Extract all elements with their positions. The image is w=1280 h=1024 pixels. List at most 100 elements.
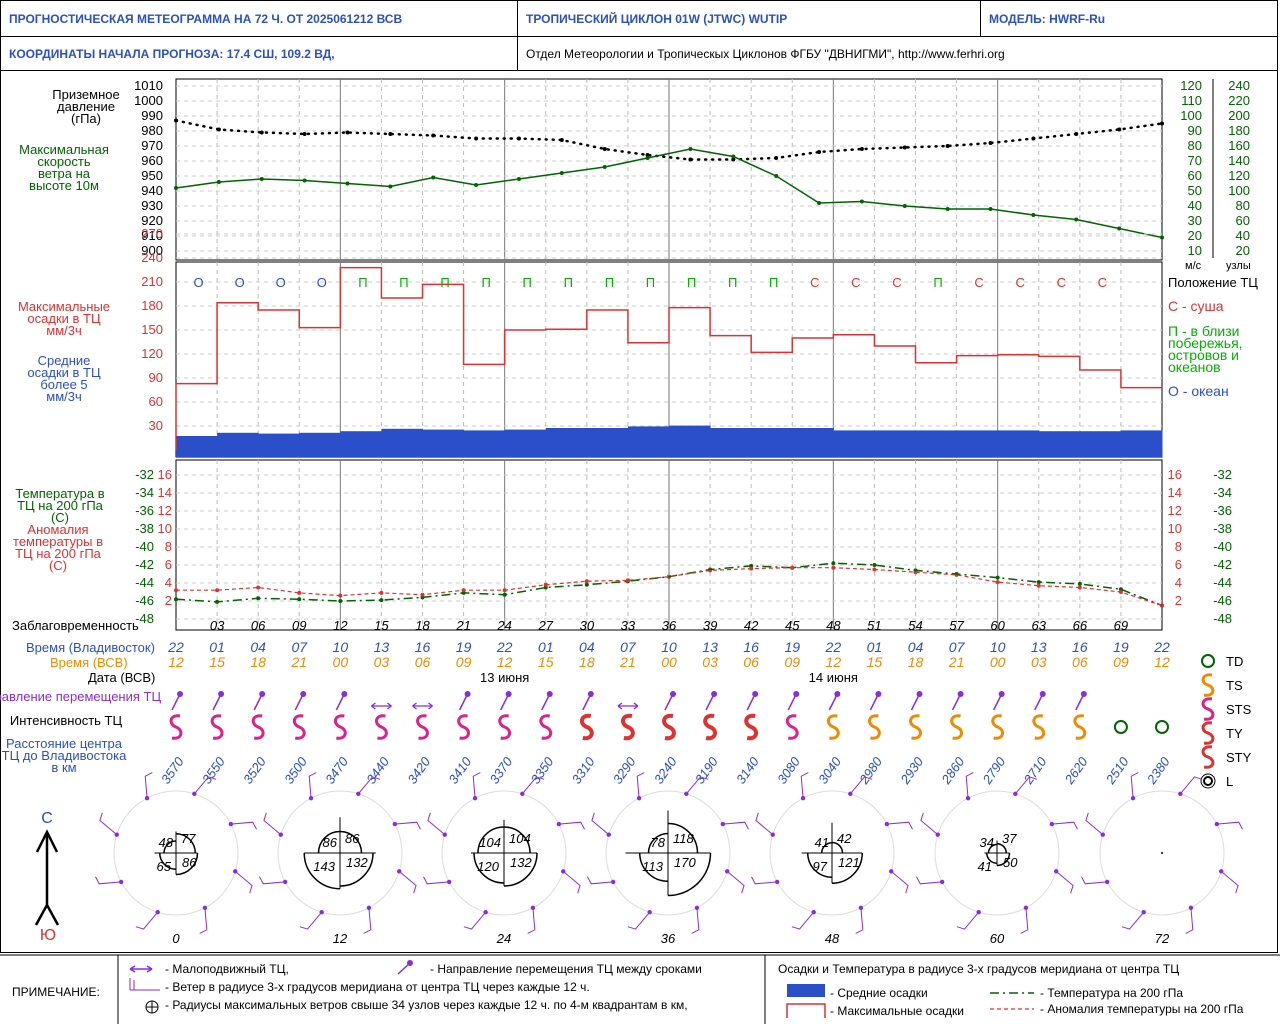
north-label: С — [41, 810, 53, 827]
intensity-legend-label: L — [1226, 774, 1233, 789]
legend-max-precip-swatch — [786, 1003, 826, 1018]
direction-arrow — [505, 691, 512, 697]
pressure-tick: 910 — [141, 228, 163, 243]
wind-radius-ne: 86 — [345, 831, 360, 846]
time-utc: 00 — [990, 654, 1006, 670]
anom-label: температуры в — [13, 534, 103, 549]
wind-radius-arc — [821, 842, 833, 854]
time-utc-label: Время (ВСВ) — [50, 655, 128, 670]
lead-hour: 03 — [210, 618, 225, 633]
temp-label: (С) — [51, 510, 69, 525]
distance-value: 2860 — [938, 754, 968, 788]
temp-tick: -32 — [1213, 467, 1232, 482]
position-ocean-legend: О - океан — [1168, 383, 1229, 399]
wind-radius-se: 170 — [674, 855, 696, 870]
direction-arrow — [670, 691, 676, 697]
wind-barb — [398, 870, 417, 894]
position-coast-legend: побережья, — [1168, 335, 1243, 351]
precip-avg-bar — [710, 428, 752, 457]
wind-barb — [849, 776, 873, 795]
wind-radius-arc — [503, 852, 538, 887]
time-vlad: 04 — [250, 639, 266, 655]
legend-avg-precip-swatch — [787, 984, 825, 997]
wind-barb — [1121, 911, 1145, 930]
time-utc: 06 — [1072, 654, 1088, 670]
position-marker: П — [687, 275, 696, 290]
intensity-symbol — [868, 714, 881, 740]
pressure-tick: 950 — [141, 168, 163, 183]
wind-barb — [685, 776, 709, 795]
wind-rose-lead: 12 — [333, 931, 348, 946]
wind-barb — [726, 870, 745, 894]
wind-barb — [1020, 907, 1029, 934]
position-marker: С — [1098, 275, 1107, 290]
precip-tick: 30 — [149, 418, 163, 433]
wind-barb — [890, 870, 909, 894]
direction-arrow — [793, 691, 800, 697]
position-marker: П — [358, 275, 367, 290]
lead-hour: 39 — [703, 618, 717, 633]
lead-hour: 24 — [496, 618, 511, 633]
precip-max-label: мм/3ч — [46, 323, 82, 338]
lead-hour: 09 — [292, 618, 306, 633]
distance-value: 3420 — [404, 754, 433, 787]
anom-tick: 4 — [165, 575, 172, 590]
direction-arrow — [259, 691, 266, 697]
precip-avg-bar — [258, 433, 300, 457]
temp-point — [872, 563, 877, 567]
note-title: ПРИМЕЧАНИЕ: — [12, 985, 100, 999]
wind-barb — [363, 907, 372, 934]
temp-tick: -42 — [1213, 557, 1232, 572]
anom-tick: 2 — [1175, 593, 1182, 608]
wind-barb — [1081, 876, 1108, 885]
wind-radius-arc — [473, 852, 505, 884]
wind-radius-nw: 78 — [651, 835, 666, 850]
wind-radius-arc — [987, 843, 998, 854]
wind-rose-lead: 0 — [172, 931, 180, 946]
wind-label: ветра на — [38, 166, 91, 181]
precip-avg-bar — [176, 436, 218, 457]
lead-hour: 51 — [867, 618, 881, 633]
wind-ms-tick: 60 — [1188, 168, 1202, 183]
lead-hour: 06 — [251, 618, 266, 633]
precip-avg-bar — [422, 429, 465, 457]
position-title: Положение ТЦ — [1168, 275, 1258, 290]
wind-radius-cross — [984, 840, 1010, 866]
organization: Отдел Метеорологии и Тропическых Циклоно… — [526, 46, 1005, 61]
note-radii-symbol — [146, 1001, 158, 1013]
lead-hour: 66 — [1073, 618, 1088, 633]
intensity-symbol — [1155, 720, 1169, 734]
wind-radius-nw: 86 — [323, 835, 338, 850]
direction-arrow — [875, 691, 882, 697]
time-utc: 03 — [374, 654, 390, 670]
temp-tick: -34 — [1213, 485, 1232, 500]
wind-barb — [144, 772, 153, 799]
temp-tick: -38 — [135, 521, 154, 536]
direction-arrow — [587, 691, 594, 697]
wind-barb — [1220, 870, 1239, 894]
wind-radius-sw: 120 — [477, 859, 499, 874]
wind-barb — [423, 876, 450, 885]
wind-label: скорость — [37, 154, 90, 169]
position-land-legend: С - суша — [1168, 298, 1224, 314]
position-marker: П — [605, 275, 614, 290]
anom-line — [176, 567, 1163, 607]
anom-point — [584, 579, 589, 584]
pressure-tick: 1010 — [134, 78, 163, 93]
pressure-point — [1160, 121, 1164, 126]
position-marker: С — [851, 275, 860, 290]
pressure-point — [602, 147, 607, 151]
precip-avg-bar — [586, 428, 629, 457]
position-marker: О — [235, 275, 245, 290]
wind-ms-tick: 100 — [1180, 108, 1202, 123]
intensity-symbol — [991, 714, 1005, 740]
wind-radius-arc — [996, 852, 1011, 867]
legend-max-precip: - Максимальные осадки — [830, 1004, 964, 1018]
stationary-marker — [371, 702, 392, 710]
time-vlad: 13 — [374, 639, 390, 655]
wind-radius-arc — [647, 832, 669, 854]
wind-barb — [259, 876, 286, 885]
intensity-symbol — [662, 713, 676, 741]
wind-ms-tick: 20 — [1188, 228, 1202, 243]
position-marker: О — [276, 275, 286, 290]
